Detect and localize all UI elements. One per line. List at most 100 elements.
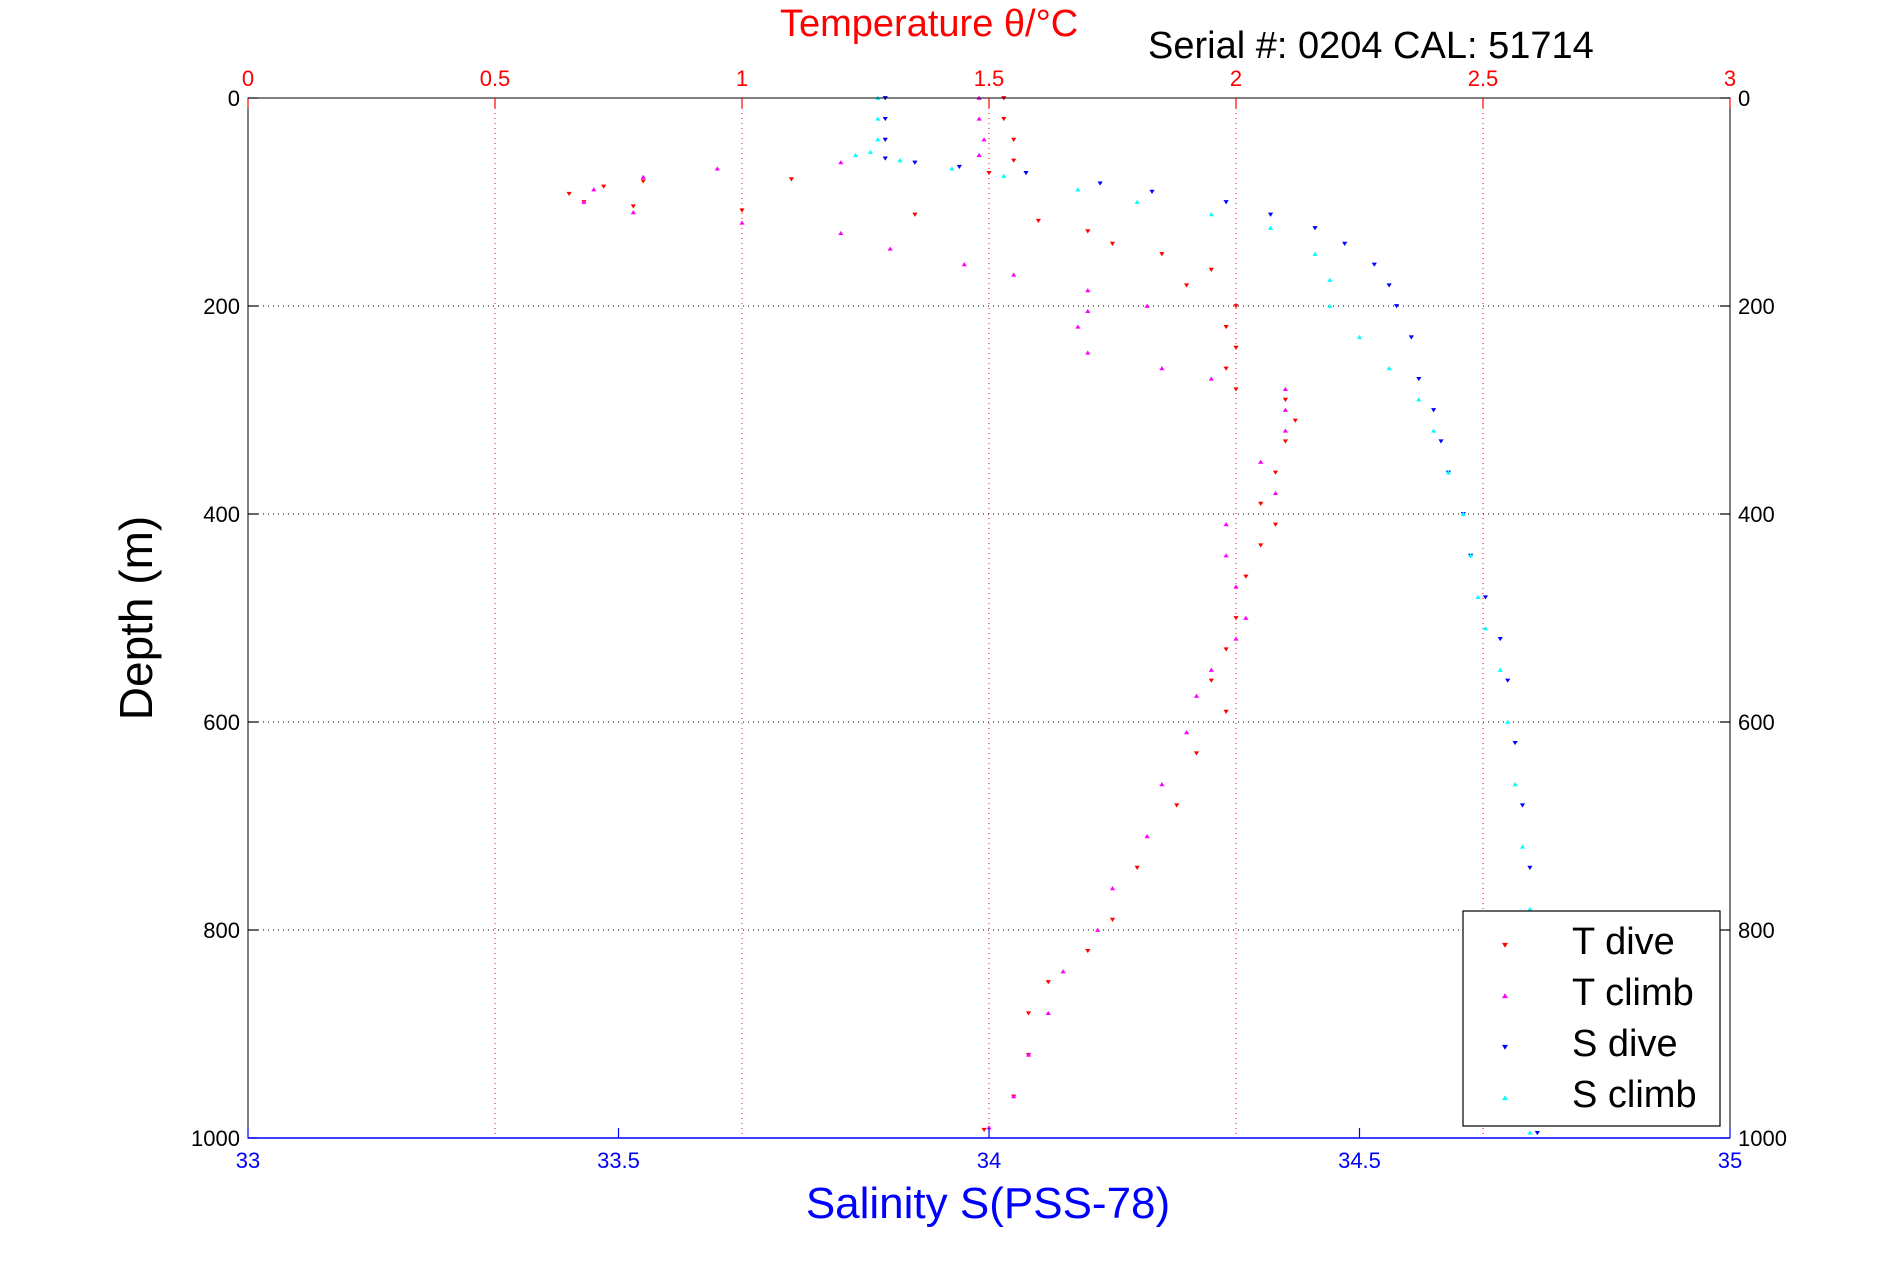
data-point-t-climb — [838, 230, 844, 236]
depth-tick-label-right: 400 — [1738, 502, 1775, 527]
data-point-t-climb — [981, 137, 987, 142]
data-point-s-climb — [1460, 511, 1466, 516]
data-point-t-dive — [1109, 241, 1116, 246]
data-point-t-dive — [1085, 948, 1091, 954]
temperature-tick-label: 0.5 — [480, 66, 511, 91]
serial-label: Serial #: 0204 CAL: 51714 — [1148, 25, 1594, 67]
data-point-t-dive — [1011, 137, 1017, 142]
data-point-t-climb — [1025, 1052, 1032, 1057]
data-point-s-dive — [1497, 636, 1503, 642]
data-point-s-climb — [1416, 397, 1422, 402]
data-point-t-climb — [986, 1125, 992, 1130]
data-point-t-dive — [1223, 647, 1229, 652]
legend-label-s-dive: S dive — [1572, 1023, 1678, 1065]
data-point-s-climb — [1356, 334, 1363, 340]
data-point-t-climb — [630, 210, 636, 215]
series-t-dive — [566, 96, 1298, 1133]
data-point-t-dive — [739, 208, 745, 213]
data-point-t-climb — [581, 199, 587, 204]
data-point-t-dive — [1025, 1011, 1032, 1016]
data-point-s-dive — [882, 116, 888, 122]
data-point-s-climb — [875, 137, 881, 142]
data-point-t-dive — [1282, 439, 1288, 444]
data-point-t-climb — [1193, 693, 1200, 698]
data-point-s-climb — [1527, 1130, 1533, 1135]
data-point-t-dive — [1159, 252, 1165, 257]
data-point-s-climb — [1527, 906, 1533, 912]
depth-tick-label-left: 600 — [203, 710, 240, 735]
depth-tick-label-left: 1000 — [191, 1126, 240, 1151]
data-point-t-dive — [1001, 116, 1007, 122]
data-point-s-dive — [1438, 439, 1444, 444]
data-point-s-climb — [1475, 594, 1481, 600]
data-point-s-climb — [875, 116, 881, 121]
data-point-s-climb — [1386, 366, 1392, 371]
data-point-s-dive — [1505, 678, 1511, 683]
data-point-t-climb — [1272, 490, 1279, 496]
data-point-s-climb — [1519, 844, 1526, 849]
data-point-s-dive — [1149, 189, 1155, 194]
data-series — [566, 95, 1540, 1136]
temperature-tick-label: 1.5 — [974, 66, 1005, 91]
legend: T dive T climb S dive S climb — [1462, 910, 1721, 1127]
data-point-t-dive — [1035, 218, 1041, 224]
data-point-s-dive — [1512, 740, 1518, 746]
data-point-t-dive — [1233, 304, 1239, 309]
data-point-t-dive — [1258, 501, 1264, 506]
series-t-climb — [581, 95, 1288, 1130]
data-point-t-dive — [1208, 267, 1214, 272]
data-point-s-climb — [1327, 277, 1333, 282]
data-point-s-climb — [1267, 225, 1274, 230]
data-point-t-climb — [591, 187, 597, 192]
data-point-t-dive — [1085, 229, 1091, 234]
data-point-s-dive — [1223, 200, 1229, 205]
data-point-t-dive — [1193, 751, 1200, 756]
depth-tick-label-left: 800 — [203, 918, 240, 943]
temperature-tick-label: 0 — [242, 66, 254, 91]
data-point-s-dive — [1023, 171, 1029, 176]
data-point-s-dive — [1342, 241, 1348, 246]
data-point-t-dive — [1233, 345, 1239, 350]
data-point-t-dive — [1292, 418, 1298, 423]
data-point-t-climb — [1159, 782, 1165, 787]
data-point-t-climb — [1184, 730, 1190, 735]
data-point-t-climb — [887, 246, 893, 251]
data-point-t-climb — [1233, 584, 1239, 589]
legend-label-t-climb: T climb — [1572, 972, 1694, 1014]
data-point-s-climb — [1075, 187, 1081, 192]
data-point-t-climb — [1159, 366, 1165, 371]
data-point-s-climb — [1505, 719, 1511, 724]
data-point-s-climb — [1512, 782, 1518, 787]
depth-tick-label-left: 0 — [228, 86, 240, 111]
legend-box — [1462, 910, 1721, 1127]
data-point-s-dive — [882, 156, 888, 161]
data-point-t-climb — [739, 220, 745, 225]
data-point-t-climb — [1282, 407, 1288, 412]
data-point-t-dive — [912, 212, 918, 217]
data-point-t-climb — [1282, 386, 1288, 392]
data-point-s-dive — [1534, 1130, 1540, 1136]
data-point-s-climb — [1445, 470, 1452, 475]
data-point-t-climb — [1085, 288, 1091, 293]
data-point-s-dive — [1408, 335, 1414, 340]
salinity-tick-label: 33 — [236, 1148, 260, 1173]
data-point-s-climb — [949, 166, 955, 171]
data-point-s-climb — [1312, 251, 1318, 256]
data-point-t-dive — [1272, 522, 1279, 527]
data-point-t-climb — [1011, 1094, 1017, 1099]
data-point-t-dive — [1233, 387, 1239, 392]
data-point-s-dive — [956, 164, 962, 169]
data-point-s-climb — [853, 152, 859, 158]
data-point-t-dive — [1174, 803, 1180, 808]
data-point-s-climb — [1208, 212, 1214, 217]
data-point-t-dive — [640, 179, 646, 184]
data-point-t-dive — [1109, 917, 1116, 922]
data-point-t-climb — [961, 262, 967, 267]
data-point-s-climb — [1431, 428, 1437, 433]
temperature-tick-label: 3 — [1724, 66, 1736, 91]
salinity-tick-label: 35 — [1718, 1148, 1742, 1173]
depth-tick-label-right: 600 — [1738, 710, 1775, 735]
data-point-t-climb — [1233, 636, 1239, 641]
data-point-t-climb — [1011, 272, 1017, 277]
legend-marker-s-dive — [1502, 1044, 1508, 1050]
